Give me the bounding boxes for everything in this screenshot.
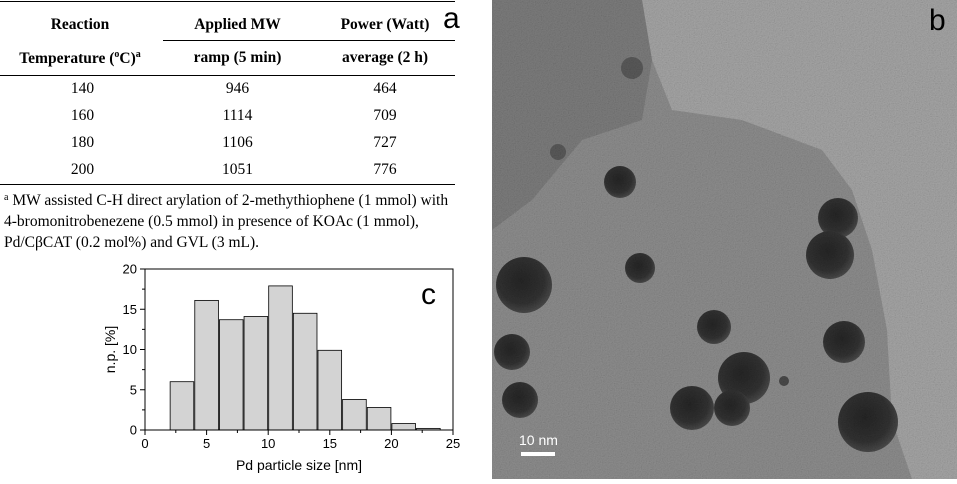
tem-image-panel: 10 nm b [492, 0, 957, 479]
x-axis-ticks: 0 5 10 15 20 25 [141, 430, 460, 451]
table-header-rule [0, 75, 455, 76]
y-axis-label: n.p. [%] [102, 326, 118, 373]
cell-average: 776 [373, 161, 397, 178]
x-tick-label: 5 [203, 436, 210, 451]
cell-average: 464 [373, 80, 397, 97]
header-temperature: Temperature (oC)a [19, 49, 141, 68]
y-tick-label: 0 [130, 423, 137, 438]
panel-letter-c: c [421, 278, 436, 311]
x-tick-label: 20 [384, 436, 398, 451]
table-footnote: a MW assisted C-H direct arylation of 2-… [4, 187, 459, 253]
x-tick-label: 0 [141, 436, 148, 451]
header-ramp: ramp (5 min) [193, 49, 282, 66]
histogram-bar [194, 299, 219, 431]
scale-bar-label: 10 nm [519, 432, 558, 448]
x-tick-label: 10 [261, 436, 275, 451]
cell-temperature: 200 [70, 161, 95, 178]
x-tick-label: 25 [446, 436, 460, 451]
cell-average: 709 [373, 107, 397, 124]
carbon-film-region [642, 0, 957, 479]
histogram-bar [342, 399, 367, 431]
header-power: Power (Watt) [340, 16, 430, 33]
table-span-rule [163, 40, 455, 41]
histogram-bar [317, 349, 343, 431]
tem-micrograph [492, 0, 957, 479]
y-tick-label: 15 [123, 302, 137, 317]
support-edge-region [492, 0, 652, 230]
x-tick-label: 15 [323, 436, 337, 451]
table-top-rule [0, 1, 455, 2]
particle-size-histogram-panel: 0 5 10 15 20 25 0 5 10 15 20 Pd particle size [nm… [95, 258, 465, 479]
reaction-table-panel: Reaction Applied MW Power (Watt) Tempera… [0, 0, 465, 270]
cell-temperature: 160 [70, 107, 95, 124]
histogram-bar [243, 316, 269, 431]
y-axis-ticks: 0 5 10 15 20 [123, 262, 145, 438]
histogram-bar [391, 423, 416, 431]
histogram-bar [268, 285, 293, 431]
histogram-bar [292, 312, 318, 431]
header-average: average (2 h) [341, 49, 429, 66]
particle-size-histogram: 0 5 10 15 20 25 0 5 10 15 20 Pd particle size [nm… [102, 262, 460, 474]
histogram-bar [366, 407, 392, 431]
cell-ramp: 1051 [222, 161, 253, 178]
panel-letter-b: b [929, 4, 946, 37]
y-tick-label: 20 [123, 262, 137, 277]
footnote-mark: a [4, 192, 9, 203]
header-applied-mw: Applied MW [194, 16, 281, 33]
cell-ramp: 1114 [222, 107, 253, 124]
x-axis-label: Pd particle size [nm] [236, 457, 362, 473]
nanoparticles [494, 57, 898, 452]
y-tick-label: 5 [130, 382, 137, 397]
bars-group [169, 285, 441, 431]
cell-ramp: 1106 [222, 134, 253, 151]
footnote-text: MW assisted C-H direct arylation of 2-me… [4, 192, 449, 251]
scale-bar [521, 452, 555, 456]
cell-ramp: 946 [225, 80, 250, 97]
header-reaction: Reaction [50, 16, 110, 33]
panel-letter-a: a [443, 2, 460, 35]
cell-temperature: 180 [70, 134, 95, 151]
histogram-bar [169, 381, 195, 431]
cell-average: 727 [373, 134, 397, 151]
histogram-bar [219, 319, 244, 431]
y-tick-label: 10 [123, 342, 137, 357]
table-bottom-rule [0, 184, 455, 185]
cell-temperature: 140 [70, 80, 95, 97]
